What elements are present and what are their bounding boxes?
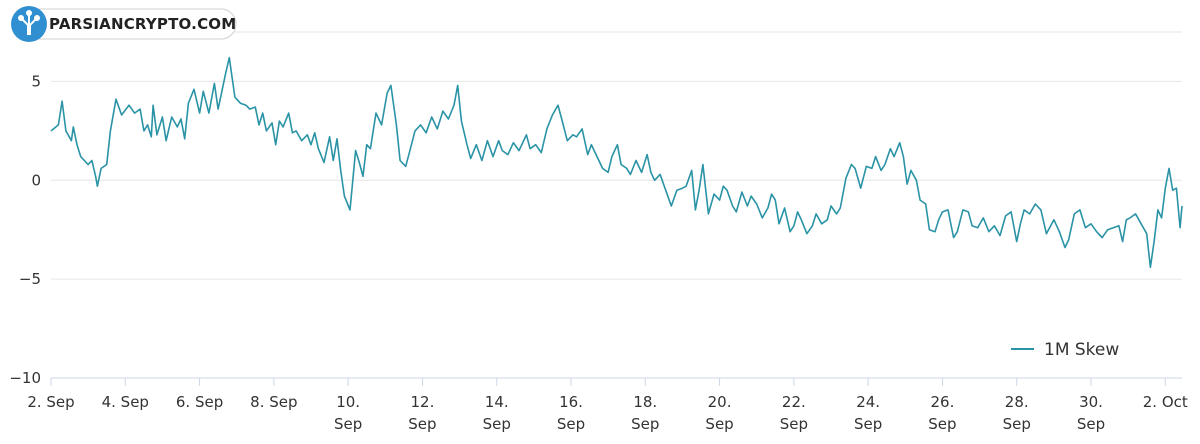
x-tick-label-6-line-1: Sep — [483, 415, 511, 433]
x-tick-label-13-line-1: Sep — [1003, 415, 1031, 433]
x-tick-label-10-line-1: Sep — [780, 415, 808, 433]
x-tick-label-15-line-0: 2. Oct — [1143, 393, 1188, 411]
x-tick-label-14-line-1: Sep — [1077, 415, 1105, 433]
x-tick-label-8: 18. Sep — [631, 393, 659, 433]
x-tick-label-11-line-0: 24. — [856, 393, 880, 411]
x-tick-label-2: 6. Sep — [176, 393, 223, 411]
x-tick-label-5-line-1: Sep — [408, 415, 436, 433]
x-axis: 2. Sep 4. Sep 6. Sep 8. Sep 10. Sep 12. Sep 14. S… — [27, 377, 1188, 433]
logo-tree-icon — [18, 10, 40, 35]
y-tick-label-2: −5 — [19, 270, 41, 288]
y-axis: 5 0 −5 −10 — [9, 72, 41, 387]
x-tick-label-0: 2. Sep — [27, 393, 74, 411]
x-tick-label-7-line-1: Sep — [557, 415, 585, 433]
x-tick-label-6: 14. Sep — [483, 393, 511, 433]
x-tick-label-3: 8. Sep — [250, 393, 297, 411]
x-tick-label-15: 2. Oct — [1143, 393, 1188, 411]
y-tick-label-3: −10 — [9, 369, 41, 387]
x-tick-label-9-line-1: Sep — [705, 415, 733, 433]
x-tick-label-11-line-1: Sep — [854, 415, 882, 433]
y-tick-label-0: 5 — [31, 72, 41, 90]
x-tick-label-14-line-0: 30. — [1079, 393, 1103, 411]
x-tick-label-14: 30. Sep — [1077, 393, 1105, 433]
x-tick-label-10: 22. Sep — [780, 393, 808, 433]
logo-text: PARSIANCRYPTO.COM — [49, 15, 236, 33]
x-tick-label-0-line-0: 2. Sep — [27, 393, 74, 411]
x-tick-label-3-line-0: 8. Sep — [250, 393, 297, 411]
x-tick-label-8-line-0: 18. — [633, 393, 657, 411]
x-tick-label-7: 16. Sep — [557, 393, 585, 433]
x-tick-label-5: 12. Sep — [408, 393, 436, 433]
x-tick-label-4: 10. Sep — [334, 393, 362, 433]
x-tick-label-4-line-1: Sep — [334, 415, 362, 433]
x-tick-label-10-line-0: 22. — [782, 393, 806, 411]
x-tick-label-1: 4. Sep — [102, 393, 149, 411]
legend-label-1m-skew: 1M Skew — [1044, 340, 1119, 360]
x-tick-label-13-line-0: 28. — [1005, 393, 1029, 411]
x-tick-label-11: 24. Sep — [854, 393, 882, 433]
x-tick-label-9: 20. Sep — [705, 393, 733, 433]
x-tick-label-2-line-0: 6. Sep — [176, 393, 223, 411]
x-tick-label-5-line-0: 12. — [410, 393, 434, 411]
x-tick-label-1-line-0: 4. Sep — [102, 393, 149, 411]
legend[interactable]: 1M Skew — [1011, 340, 1119, 360]
x-tick-label-9-line-0: 20. — [708, 393, 732, 411]
series-line-0 — [50, 56, 1183, 269]
series-layer — [50, 56, 1183, 269]
x-tick-label-6-line-0: 14. — [485, 393, 509, 411]
x-tick-label-4-line-0: 10. — [336, 393, 360, 411]
x-tick-label-12: 26. Sep — [928, 393, 956, 433]
x-tick-label-7-line-0: 16. — [559, 393, 583, 411]
x-tick-label-8-line-1: Sep — [631, 415, 659, 433]
x-tick-label-13: 28. Sep — [1003, 393, 1031, 433]
brand-logo[interactable]: PARSIANCRYPTO.COM — [11, 6, 237, 42]
x-tick-label-12-line-1: Sep — [928, 415, 956, 433]
grid-lines — [51, 31, 1182, 280]
y-tick-label-1: 0 — [31, 171, 41, 189]
x-tick-label-12-line-0: 26. — [930, 393, 954, 411]
